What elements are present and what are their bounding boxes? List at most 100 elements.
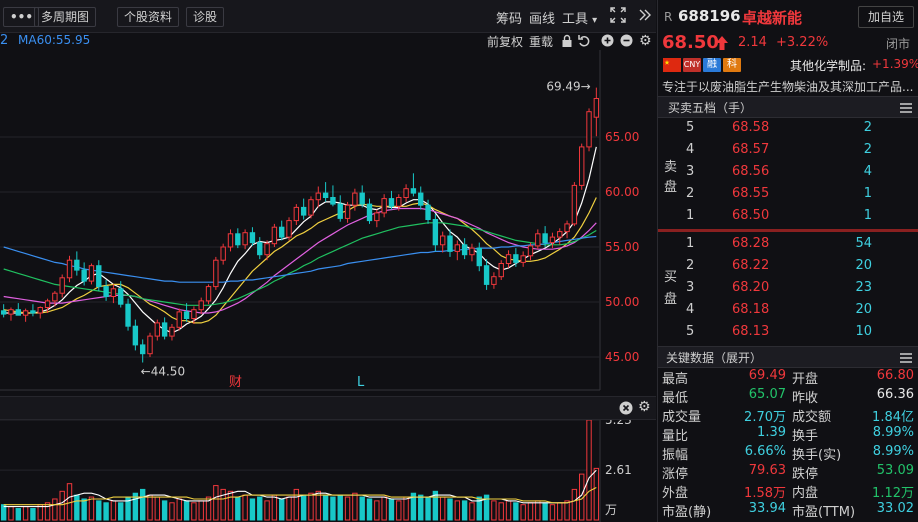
candle[interactable] [161,317,168,340]
candle[interactable] [183,303,190,322]
tools-button[interactable]: 工具 ▾ [562,8,597,27]
menu-icon[interactable] [900,102,912,117]
candle[interactable] [461,238,468,260]
candle[interactable] [132,319,139,351]
company-description[interactable]: 专注于以废油脂生产生物柴油及其深加工产品... [662,80,914,94]
candle[interactable] [410,173,417,197]
candle[interactable] [593,87,600,137]
diagnose-button[interactable]: 诊股 [186,7,225,27]
add-watchlist-button[interactable]: 加自选 [858,6,914,28]
candle[interactable] [37,306,43,319]
candle[interactable] [257,237,263,260]
gear-icon[interactable]: ⚙ [639,33,652,49]
candle[interactable] [88,263,95,285]
candle[interactable] [564,220,570,239]
candle[interactable] [176,308,182,331]
candle[interactable] [483,259,490,290]
candle[interactable] [571,182,578,227]
candle[interactable] [30,304,36,317]
candle[interactable] [81,262,87,286]
candle[interactable] [66,255,73,283]
candle[interactable] [439,231,446,253]
candle[interactable] [432,214,439,252]
candle[interactable] [498,260,504,280]
candle[interactable] [381,194,387,218]
candle[interactable] [242,229,248,250]
lock-icon[interactable] [561,34,573,52]
candle[interactable] [279,220,285,241]
candle[interactable] [447,229,453,257]
candle[interactable] [44,298,51,313]
candle[interactable] [557,228,563,245]
candle[interactable] [454,240,461,261]
candle[interactable] [125,298,131,331]
candle[interactable] [542,226,548,247]
menu-icon[interactable] [900,352,912,367]
candle[interactable] [491,272,497,289]
candle[interactable] [322,182,329,202]
candle[interactable] [520,251,526,267]
candle[interactable] [220,243,226,265]
candle[interactable] [300,198,307,220]
candle[interactable] [103,280,109,301]
candle[interactable] [15,303,21,316]
zoom-in-icon[interactable] [601,34,614,51]
bid-row[interactable]: 5 68.13 10 [682,324,912,344]
candle[interactable] [205,284,212,305]
candle[interactable] [147,332,153,357]
candle[interactable] [579,143,585,190]
candle[interactable] [264,240,270,261]
candle[interactable] [118,281,124,308]
candle[interactable] [154,319,161,341]
candle[interactable] [586,108,592,152]
candle[interactable] [359,185,365,208]
bid-row[interactable]: 2 68.22 20 [682,258,912,278]
zoom-out-icon[interactable] [620,34,633,51]
sector-label[interactable]: 其他化学制品: [790,59,867,73]
candle[interactable] [59,274,65,298]
candle[interactable] [418,186,424,210]
chips-button[interactable]: 筹码 [496,12,523,27]
candle[interactable] [337,195,343,222]
candle[interactable] [227,229,234,252]
ask-row[interactable]: 4 68.57 2 [682,142,912,162]
adjust-button[interactable]: 前复权 [487,35,524,49]
candle[interactable] [286,217,292,241]
bid-row[interactable]: 1 68.28 54 [682,236,912,256]
ellipsis-icon[interactable]: ••• [3,7,39,27]
candle[interactable] [139,339,146,363]
candle[interactable] [469,243,475,262]
expand-icon[interactable] [610,7,626,27]
candle[interactable] [293,204,300,225]
candle[interactable] [110,284,117,304]
keydata-header[interactable]: 关键数据（展开） [658,346,918,368]
candle[interactable] [403,184,409,202]
candle[interactable] [198,297,204,315]
candle[interactable] [271,223,278,247]
chevron-double-right-icon[interactable] [638,7,652,27]
candle[interactable] [388,190,395,210]
gear-icon[interactable]: ⚙ [638,399,651,415]
multi-period-button[interactable]: 多周期图 [34,7,97,27]
candle[interactable] [96,260,102,291]
bid-row[interactable]: 3 68.20 23 [682,280,912,300]
stock-info-button[interactable]: 个股资料 [117,7,180,27]
candle[interactable] [74,251,80,276]
candle[interactable] [0,304,7,318]
ask-row[interactable]: 2 68.55 1 [682,186,912,206]
fin-marker[interactable]: 财 [229,375,242,390]
candle[interactable] [249,227,256,246]
candle[interactable] [396,194,402,211]
candle[interactable] [513,248,519,267]
candle[interactable] [352,188,358,211]
ask-row[interactable]: 5 68.58 2 [682,120,912,140]
ask-row[interactable]: 3 68.56 4 [682,164,912,184]
candle[interactable] [315,186,321,208]
candle[interactable] [549,232,556,249]
bid-row[interactable]: 4 68.18 20 [682,302,912,322]
close-icon[interactable] [619,401,633,419]
candle[interactable] [8,307,14,321]
candle[interactable] [344,201,351,223]
candle[interactable] [366,198,373,224]
